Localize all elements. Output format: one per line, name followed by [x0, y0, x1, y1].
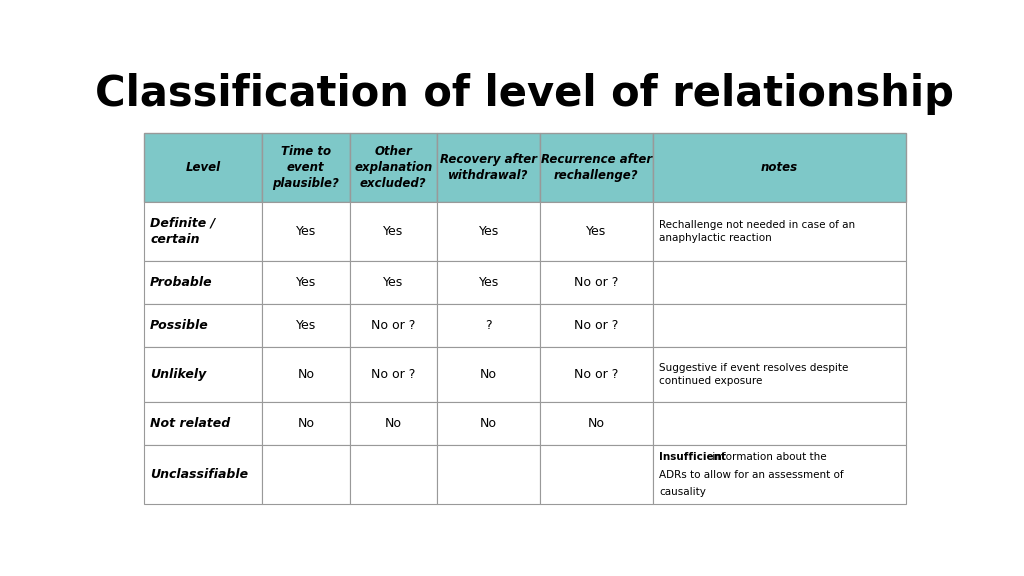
Bar	[540, 202, 652, 260]
Text: Yes: Yes	[296, 225, 315, 238]
Text: No or ?: No or ?	[371, 368, 416, 381]
Bar	[143, 134, 262, 202]
Bar	[262, 445, 349, 504]
Text: ADRs to allow for an assessment of: ADRs to allow for an assessment of	[659, 470, 844, 480]
Bar	[540, 445, 652, 504]
Text: No: No	[385, 417, 401, 430]
Bar	[652, 445, 905, 504]
Bar	[540, 260, 652, 304]
Bar	[652, 134, 905, 202]
Text: No or ?: No or ?	[574, 368, 618, 381]
Bar	[540, 347, 652, 401]
Text: Yes: Yes	[383, 225, 403, 238]
Text: Not related: Not related	[151, 417, 230, 430]
Text: No or ?: No or ?	[371, 319, 416, 332]
Bar	[143, 445, 262, 504]
Text: Level: Level	[185, 161, 220, 174]
Bar	[437, 134, 540, 202]
Bar	[437, 260, 540, 304]
Text: Probable: Probable	[151, 276, 213, 289]
Text: No or ?: No or ?	[574, 319, 618, 332]
Text: No: No	[297, 417, 314, 430]
Bar	[349, 134, 437, 202]
Bar	[540, 401, 652, 445]
Text: information about the: information about the	[709, 452, 826, 462]
Bar	[437, 401, 540, 445]
Bar	[262, 260, 349, 304]
Bar	[652, 401, 905, 445]
Text: Recovery after
withdrawal?: Recovery after withdrawal?	[440, 153, 538, 182]
Bar	[349, 202, 437, 260]
Text: Yes: Yes	[383, 276, 403, 289]
Bar	[262, 304, 349, 347]
Text: Yes: Yes	[478, 225, 499, 238]
Bar	[437, 202, 540, 260]
Text: Time to
event
plausible?: Time to event plausible?	[272, 145, 339, 190]
Text: No: No	[588, 417, 605, 430]
Text: Yes: Yes	[587, 225, 606, 238]
Text: notes: notes	[761, 161, 798, 174]
Text: Recurrence after
rechallenge?: Recurrence after rechallenge?	[541, 153, 652, 182]
Text: Unlikely: Unlikely	[151, 368, 207, 381]
Bar	[262, 347, 349, 401]
Text: No: No	[480, 368, 497, 381]
Bar	[437, 304, 540, 347]
Text: Insufficient: Insufficient	[659, 452, 726, 462]
Text: ?: ?	[485, 319, 492, 332]
Text: Classification of level of relationship: Classification of level of relationship	[95, 73, 954, 115]
Text: Rechallenge not needed in case of an
anaphylactic reaction: Rechallenge not needed in case of an ana…	[659, 219, 855, 243]
Bar	[349, 260, 437, 304]
Bar	[652, 304, 905, 347]
Text: No or ?: No or ?	[574, 276, 618, 289]
Bar	[437, 347, 540, 401]
Bar	[262, 401, 349, 445]
Text: Yes: Yes	[296, 319, 315, 332]
Bar	[143, 304, 262, 347]
Bar	[143, 202, 262, 260]
Bar	[262, 202, 349, 260]
Bar	[652, 347, 905, 401]
Bar	[262, 134, 349, 202]
Bar	[143, 401, 262, 445]
Text: Suggestive if event resolves despite
continued exposure: Suggestive if event resolves despite con…	[659, 363, 849, 386]
Bar	[349, 445, 437, 504]
Bar	[652, 202, 905, 260]
Bar	[437, 445, 540, 504]
Text: Yes: Yes	[478, 276, 499, 289]
Bar	[143, 260, 262, 304]
Text: Unclassifiable: Unclassifiable	[151, 468, 249, 481]
Text: Definite /
certain: Definite / certain	[151, 217, 215, 246]
Bar	[540, 304, 652, 347]
Text: causality: causality	[659, 487, 706, 497]
Text: No: No	[297, 368, 314, 381]
Bar	[143, 347, 262, 401]
Bar	[349, 304, 437, 347]
Text: Other
explanation
excluded?: Other explanation excluded?	[354, 145, 432, 190]
Bar	[349, 401, 437, 445]
Bar	[540, 134, 652, 202]
Bar	[349, 347, 437, 401]
Text: No: No	[480, 417, 497, 430]
Bar	[652, 260, 905, 304]
Text: Possible: Possible	[151, 319, 209, 332]
Text: Yes: Yes	[296, 276, 315, 289]
